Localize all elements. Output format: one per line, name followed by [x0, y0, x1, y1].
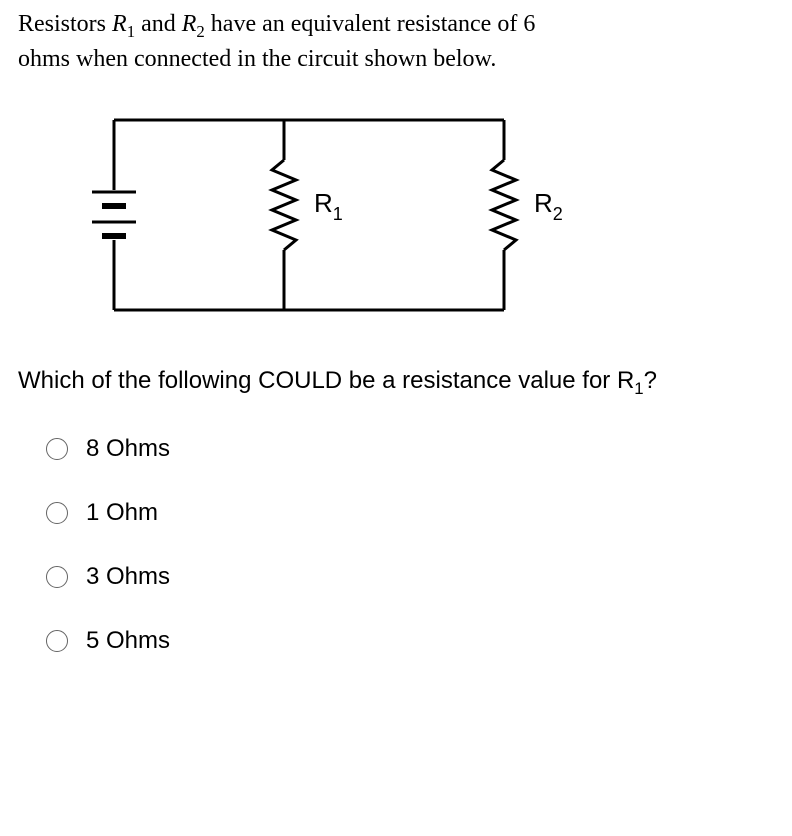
question-suffix: ?	[644, 367, 657, 394]
options-list: 8 Ohms 1 Ohm 3 Ohms 5 Ohms	[46, 435, 774, 655]
option-label: 8 Ohms	[86, 435, 170, 463]
option-row[interactable]: 8 Ohms	[46, 435, 774, 463]
option-label: 5 Ohms	[86, 627, 170, 655]
question-prefix: Which of the following COULD be a resist…	[18, 367, 617, 394]
circuit-svg: R1 R2	[74, 100, 594, 330]
option-row[interactable]: 5 Ohms	[46, 627, 774, 655]
circuit-diagram: R1 R2	[74, 100, 774, 335]
option-row[interactable]: 3 Ohms	[46, 563, 774, 591]
question-r-sub: 1	[634, 379, 643, 398]
option-label: 1 Ohm	[86, 499, 158, 527]
problem-statement: Resistors R1 and R2 have an equivalent r…	[18, 8, 578, 76]
r2-base: R	[182, 11, 197, 37]
radio-icon[interactable]	[46, 630, 68, 652]
r1-label: R1	[314, 188, 343, 224]
question-text: Which of the following COULD be a resist…	[18, 367, 774, 399]
option-label: 3 Ohms	[86, 563, 170, 591]
option-row[interactable]: 1 Ohm	[46, 499, 774, 527]
radio-icon[interactable]	[46, 502, 68, 524]
problem-text-part1: Resistors	[18, 11, 112, 37]
radio-icon[interactable]	[46, 438, 68, 460]
problem-text-mid: and	[135, 11, 182, 37]
r2-sub: 2	[196, 22, 204, 41]
question-r-base: R	[617, 367, 634, 394]
radio-icon[interactable]	[46, 566, 68, 588]
r1-base: R	[112, 11, 127, 37]
r1-sub: 1	[127, 22, 135, 41]
r2-label: R2	[534, 188, 563, 224]
